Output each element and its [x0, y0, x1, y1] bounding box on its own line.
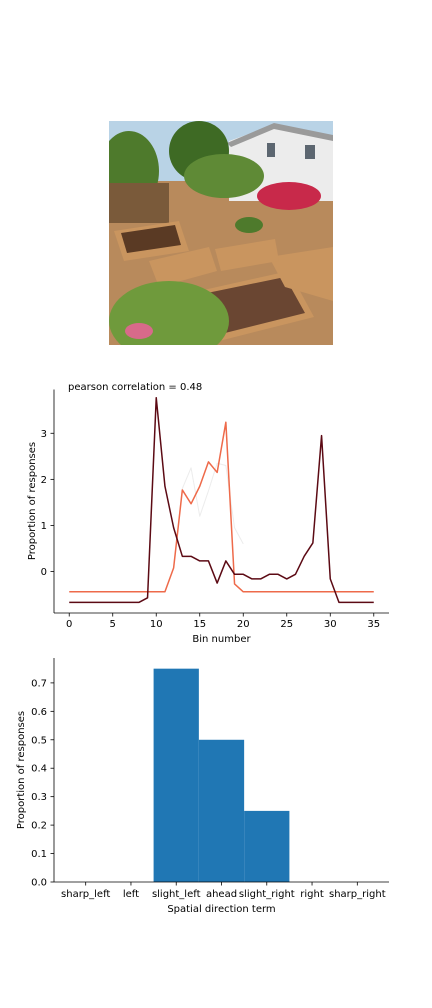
y-tick-label: 0.7: [31, 678, 47, 689]
x-tick-label: 20: [237, 619, 250, 630]
raised-bed: [269, 247, 333, 301]
series-line-2: [69, 397, 374, 604]
bar-chart: sharp_left left slight_left ahead slight_rig…: [0, 650, 432, 920]
y-tick-label: 1: [41, 521, 47, 532]
shrubs: [184, 154, 264, 198]
house-roof: [227, 123, 333, 147]
raised-bed-soil: [207, 277, 305, 333]
y-axis-label: Proportion of responses: [16, 711, 27, 829]
line-series-group: [69, 397, 374, 604]
x-axis-label: Bin number: [192, 634, 251, 645]
house-window: [305, 145, 315, 159]
series-line-3: [173, 462, 244, 567]
y-tick-label: 0.6: [31, 707, 47, 718]
bed-plants: [235, 217, 263, 233]
line-chart: pearson correlation = 0.48 0 5 10 15 20 25 30 3…: [0, 372, 432, 652]
x-tick-label: slight_left: [152, 889, 201, 900]
x-tick-label: 25: [280, 619, 293, 630]
x-tick-label: 5: [110, 619, 116, 630]
x-tick-label: right: [300, 889, 324, 900]
garden-photo: [109, 121, 333, 345]
bar-slight-left: [153, 668, 199, 882]
x-tick-label: 0: [66, 619, 72, 630]
raised-bed-soil: [121, 225, 181, 253]
y-tick-label: 0.5: [31, 735, 47, 746]
x-tick-label: sharp_left: [61, 889, 110, 900]
bar-group: [153, 668, 290, 882]
bar-ahead: [198, 739, 245, 882]
x-tick-label: ahead: [206, 889, 237, 900]
garden-photo-drawing: [109, 121, 333, 345]
flowering-bush: [257, 182, 321, 210]
y-tick-label: 0.4: [31, 764, 47, 775]
house-window: [267, 143, 275, 157]
x-tick-label: 10: [150, 619, 163, 630]
x-tick-label: sharp_right: [329, 889, 386, 900]
x-tick-label: left: [123, 889, 139, 900]
x-tick-label: 15: [193, 619, 206, 630]
raised-bed: [149, 247, 217, 287]
x-tick-group: sharp_left left slight_left ahead slight_rig…: [61, 882, 386, 900]
y-tick-label: 0: [41, 567, 47, 578]
y-tick-label: 3: [41, 429, 47, 440]
line-chart-svg: pearson correlation = 0.48 0 5 10 15 20 25 30 3…: [27, 382, 389, 645]
bar-chart-svg: sharp_left left slight_left ahead slight_rig…: [16, 658, 389, 915]
fence: [109, 183, 169, 223]
bar-slight-right: [244, 810, 290, 882]
pink-flowers: [125, 323, 153, 339]
y-tick-label: 0.3: [31, 792, 47, 803]
y-tick-label: 0.1: [31, 849, 47, 860]
y-tick-group: 0 1 2 3: [41, 429, 54, 578]
raised-bed: [215, 239, 279, 271]
chart-title: pearson correlation = 0.48: [68, 382, 202, 393]
y-tick-label: 0.2: [31, 821, 47, 832]
y-axis-label: Proportion of responses: [27, 442, 38, 560]
series-line-1: [69, 421, 374, 593]
x-tick-label: 35: [367, 619, 380, 630]
x-tick-group: 0 5 10 15 20 25 30 35: [66, 613, 380, 630]
x-tick-label: slight_right: [239, 889, 295, 900]
x-axis-label: Spatial direction term: [167, 904, 275, 915]
y-tick-label: 2: [41, 475, 47, 486]
y-tick-group: 0.0 0.1 0.2 0.3 0.4 0.5 0.6 0.7: [31, 678, 54, 889]
x-tick-label: 30: [324, 619, 337, 630]
y-tick-label: 0.0: [31, 878, 47, 889]
